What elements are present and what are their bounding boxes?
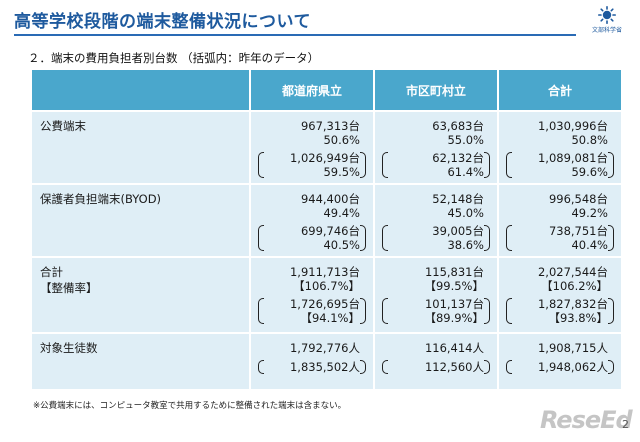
current-rate: 【106.2%】 xyxy=(541,279,608,293)
table-cell: 1,911,713台 【106.7%】 1,726,695台 【94.1%】 xyxy=(249,256,374,333)
previous-rate: 59.6% xyxy=(571,165,608,179)
current-rate: 【106.7%】 xyxy=(293,279,360,293)
header-corner xyxy=(32,70,250,111)
current-rate: 45.0% xyxy=(447,206,484,220)
previous-count: 1,726,695台 xyxy=(289,297,360,311)
row-label-text: 公費端末 xyxy=(40,119,86,133)
previous-rate: 【94.1%】 xyxy=(300,311,360,325)
brand-watermark: ReseEd xyxy=(540,406,633,434)
previous-year-bracket: 39,005台 38.6% xyxy=(382,224,490,252)
table-cell: 116,414人 112,560人 xyxy=(373,332,498,389)
page-title: 高等学校段階の端末整備状況について xyxy=(14,12,311,32)
table-cell: 1,792,776人 1,835,502人 xyxy=(249,332,374,389)
current-count: 52,148台 xyxy=(432,192,484,206)
row-label-subtext: 【整備率】 xyxy=(40,281,98,295)
current-count: 1,030,996台 xyxy=(537,119,608,133)
header-total: 合計 xyxy=(497,70,621,111)
previous-count: 101,137台 xyxy=(424,297,484,311)
previous-year-bracket: 101,137台 【89.9%】 xyxy=(382,297,490,325)
previous-rate: 【89.9%】 xyxy=(424,311,484,325)
page-number: 2 xyxy=(622,418,629,431)
table-cell: 996,548台 49.2% 738,751台 40.4% xyxy=(497,183,621,257)
row-label-text: 保護者負担端末(BYOD) xyxy=(40,192,162,206)
table-cell: 967,313台 50.6% 1,026,949台 59.5% xyxy=(249,110,374,184)
previous-count: 1,026,949台 xyxy=(289,151,360,165)
previous-rate: 40.4% xyxy=(571,238,608,252)
table-row: 公費端末 967,313台 50.6% 1,026,949台 59.5% 63,683… xyxy=(32,110,621,184)
previous-year-bracket: 699,746台 40.5% xyxy=(258,224,366,252)
footnote: ※公費端末には、コンピュータ教室で共用するために整備された端末は含まない。 xyxy=(33,401,347,411)
previous-year-bracket: 62,132台 61.4% xyxy=(382,151,490,179)
current-rate: 49.4% xyxy=(323,206,360,220)
current-count: 1,792,776人 xyxy=(289,341,360,355)
table-cell: 63,683台 55.0% 62,132台 61.4% xyxy=(373,110,498,184)
previous-count: 1,948,062人 xyxy=(537,360,608,374)
row-label: 対象生徒数 xyxy=(32,332,250,389)
previous-rate: 40.5% xyxy=(323,238,360,252)
table-cell: 1,030,996台 50.8% 1,089,081台 59.6% xyxy=(497,110,621,184)
table-cell: 115,831台 【99.5%】 101,137台 【89.9%】 xyxy=(373,256,498,333)
table-header-row: 都道府県立 市区町村立 合計 xyxy=(32,70,621,111)
current-count: 116,414人 xyxy=(424,341,484,355)
previous-year-bracket: 1,726,695台 【94.1%】 xyxy=(258,297,366,325)
current-count: 996,548台 xyxy=(548,192,608,206)
current-rate: 49.2% xyxy=(571,206,608,220)
current-rate: 50.8% xyxy=(571,133,608,147)
current-count: 63,683台 xyxy=(432,119,484,133)
table-row: 合計【整備率】 1,911,713台 【106.7%】 1,726,695台 【94.… xyxy=(32,256,621,333)
current-count: 115,831台 xyxy=(424,265,484,279)
row-label: 公費端末 xyxy=(32,110,250,184)
row-label: 合計 【整備率】 xyxy=(32,256,250,333)
header-municipal: 市区町村立 xyxy=(373,70,498,111)
previous-year-bracket: 1,089,081台 59.6% xyxy=(506,151,614,179)
previous-count: 39,005台 xyxy=(432,224,484,238)
previous-year-bracket: 112,560人 xyxy=(382,359,490,375)
previous-year-bracket: 1,827,832台 【93.8%】 xyxy=(506,297,614,325)
table-cell: 2,027,544台 【106.2%】 1,827,832台 【93.8%】 xyxy=(497,256,621,333)
current-count: 944,400台 xyxy=(300,192,360,206)
previous-count: 1,089,081台 xyxy=(537,151,608,165)
previous-year-bracket: 738,751台 40.4% xyxy=(506,224,614,252)
previous-year-bracket: 1,026,949台 59.5% xyxy=(258,151,366,179)
previous-rate: 38.6% xyxy=(447,238,484,252)
row-label: 保護者負担端末(BYOD) xyxy=(32,183,250,257)
previous-count: 62,132台 xyxy=(432,151,484,165)
previous-count: 738,751台 xyxy=(548,224,608,238)
mext-logo: 文部科学省 xyxy=(590,6,624,50)
table-row: 保護者負担端末(BYOD) 944,400台 49.4% 699,746台 40.5%… xyxy=(32,183,621,257)
row-label-text: 対象生徒数 xyxy=(40,341,98,355)
previous-year-bracket: 1,835,502人 xyxy=(258,359,366,375)
previous-count: 1,827,832台 xyxy=(537,297,608,311)
row-label-text: 合計 xyxy=(40,265,63,279)
current-count: 967,313台 xyxy=(300,119,360,133)
section-subtitle: ２．端末の費用負担者別台数 （括弧内：昨年のデータ） xyxy=(28,51,320,65)
logo-text: 文部科学省 xyxy=(591,27,622,34)
previous-rate: 【93.8%】 xyxy=(548,311,608,325)
header-prefectural: 都道府県立 xyxy=(249,70,374,111)
current-count: 1,908,715人 xyxy=(537,341,608,355)
table-cell: 52,148台 45.0% 39,005台 38.6% xyxy=(373,183,498,257)
current-rate: 55.0% xyxy=(447,133,484,147)
title-underline xyxy=(14,34,576,36)
current-rate: 【99.5%】 xyxy=(424,279,484,293)
table-row: 対象生徒数 1,792,776人 1,835,502人 116,414人 112,5… xyxy=(32,332,621,389)
previous-rate: 59.5% xyxy=(323,165,360,179)
previous-count: 112,560人 xyxy=(424,360,484,374)
previous-count: 1,835,502人 xyxy=(289,360,360,374)
device-count-table: 都道府県立 市区町村立 合計 公費端末 967,313台 50.6% 1,026,9… xyxy=(32,70,621,389)
previous-rate: 61.4% xyxy=(447,165,484,179)
table-cell: 944,400台 49.4% 699,746台 40.5% xyxy=(249,183,374,257)
current-count: 2,027,544台 xyxy=(537,265,608,279)
current-count: 1,911,713台 xyxy=(289,265,360,279)
table-cell: 1,908,715人 1,948,062人 xyxy=(497,332,621,389)
previous-count: 699,746台 xyxy=(300,224,360,238)
current-rate: 50.6% xyxy=(323,133,360,147)
previous-year-bracket: 1,948,062人 xyxy=(506,359,614,375)
sun-emblem-icon xyxy=(598,6,616,24)
